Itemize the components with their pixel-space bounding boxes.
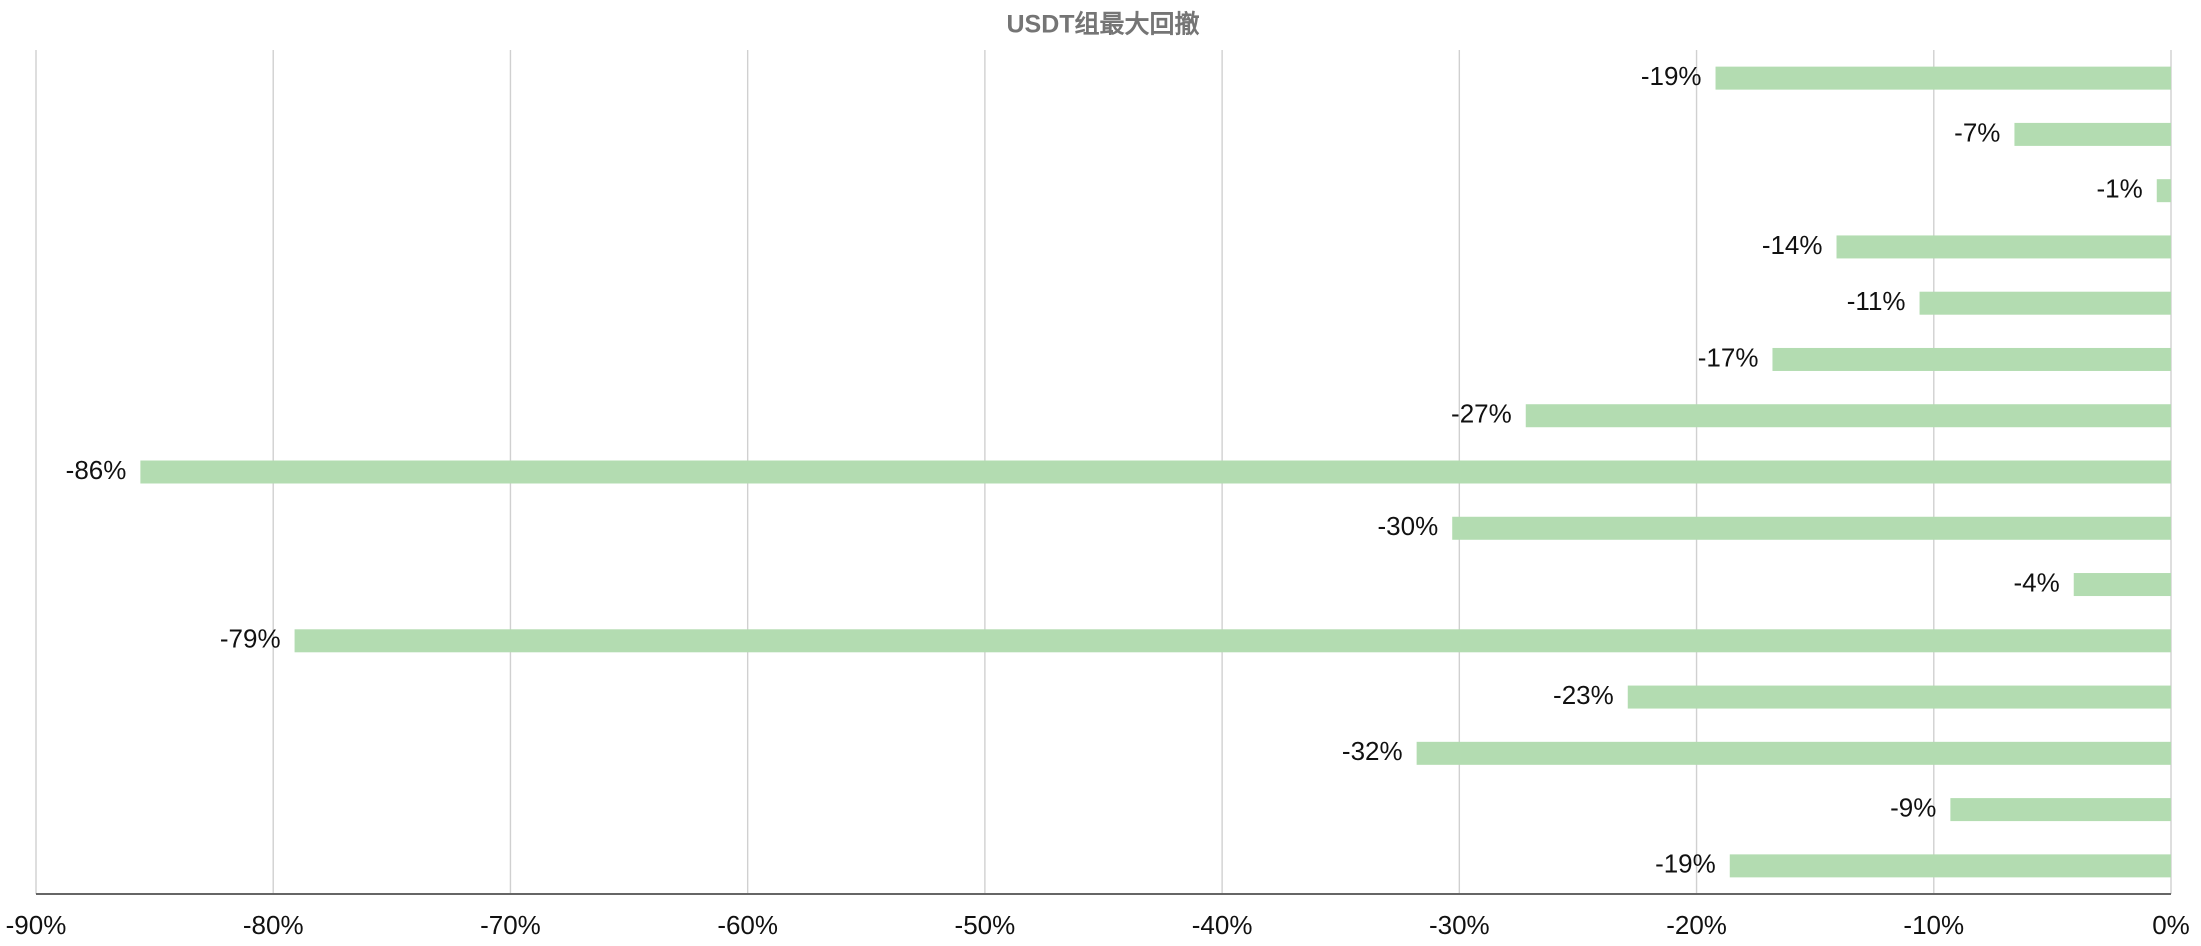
bar [1772,347,2171,371]
data-label: -19% [1655,849,1716,879]
data-label: -79% [220,624,281,654]
bar [2014,122,2171,146]
data-label: -1% [2097,174,2143,204]
bar [1452,516,2171,540]
bar [1919,291,2171,315]
bar [1715,66,2171,90]
x-tick-label: -50% [955,910,1016,940]
x-tick-label: -40% [1192,910,1253,940]
data-label: -7% [1954,117,2000,147]
x-tick-label: -90% [6,910,67,940]
x-tick-label: -20% [1666,910,1727,940]
data-label: -9% [1890,792,1936,822]
x-tick-label: -70% [480,910,541,940]
data-label: -19% [1641,61,1702,91]
bar [1729,854,2171,878]
x-tick-label: -80% [243,910,304,940]
data-label: -30% [1378,511,1439,541]
bar [1525,404,2171,428]
data-label: -32% [1342,736,1403,766]
data-label: -86% [66,455,127,485]
data-label: -11% [1847,286,1906,316]
x-tick-label: 0% [2152,910,2190,940]
bar [294,629,2171,653]
bar [140,460,2171,484]
bar [1950,798,2171,822]
bar [1836,235,2171,259]
bar [2156,179,2171,203]
data-label: -4% [2013,567,2059,597]
bar [1416,741,2171,765]
x-tick-label: -10% [1903,910,1964,940]
bar [2073,573,2171,597]
data-label: -17% [1698,342,1759,372]
data-label: -27% [1451,399,1512,429]
chart-title: USDT组最大回撤 [1006,10,1199,39]
data-label: -14% [1762,230,1823,260]
bar [1627,685,2171,709]
data-label: -23% [1553,680,1614,710]
x-tick-label: -60% [717,910,778,940]
x-tick-label: -30% [1429,910,1490,940]
